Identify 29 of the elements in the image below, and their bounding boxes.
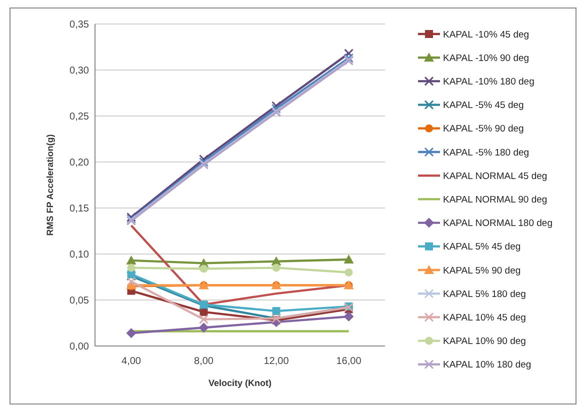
x-tick-label: 12,00 [264,356,290,367]
legend-label: KAPAL -10% 180 deg [443,76,534,88]
legend-label: KAPAL 10% 45 deg [443,312,526,324]
y-tick-label: 0,35 [70,20,90,30]
legend-label: KAPAL -5% 180 deg [443,147,530,158]
x-tick-label: 16,00 [336,356,362,367]
legend-label: KAPAL 5% 90 deg [443,265,521,276]
y-tick-label: 0,05 [70,296,90,306]
x-tick-label: 4,00 [122,356,142,367]
y-axis-title: RMS FP Acceleration(g) [45,134,55,236]
legend-label: KAPAL NORMAL 45 deg [443,170,548,182]
legend-label: KAPAL -10% 90 deg [443,52,530,64]
x-axis-title: Velocity (Knot) [208,378,272,388]
y-tick-label: 0,10 [70,250,90,260]
legend-label: KAPAL 10% 180 deg [443,360,532,371]
legend-label: KAPAL -10% 45 deg [443,29,530,40]
legend-label: KAPAL 5% 180 deg [443,288,526,300]
y-tick-label: 0,20 [70,158,90,168]
legend-label: KAPAL NORMAL 180 deg [443,218,552,230]
legend-label: KAPAL NORMAL 90 deg [443,194,548,206]
y-tick-label: 0,15 [70,204,90,214]
legend-label: KAPAL 10% 90 deg [443,336,526,348]
legend-label: KAPAL 5% 45 deg [443,242,521,253]
legend-label: KAPAL -5% 90 deg [443,124,524,135]
y-tick-label: 0,30 [70,66,90,76]
y-tick-label: 0,00 [70,342,90,352]
x-tick-label: 8,00 [194,356,214,367]
legend-label: KAPAL -5% 45 deg [443,100,524,112]
y-tick-label: 0,25 [70,112,90,122]
